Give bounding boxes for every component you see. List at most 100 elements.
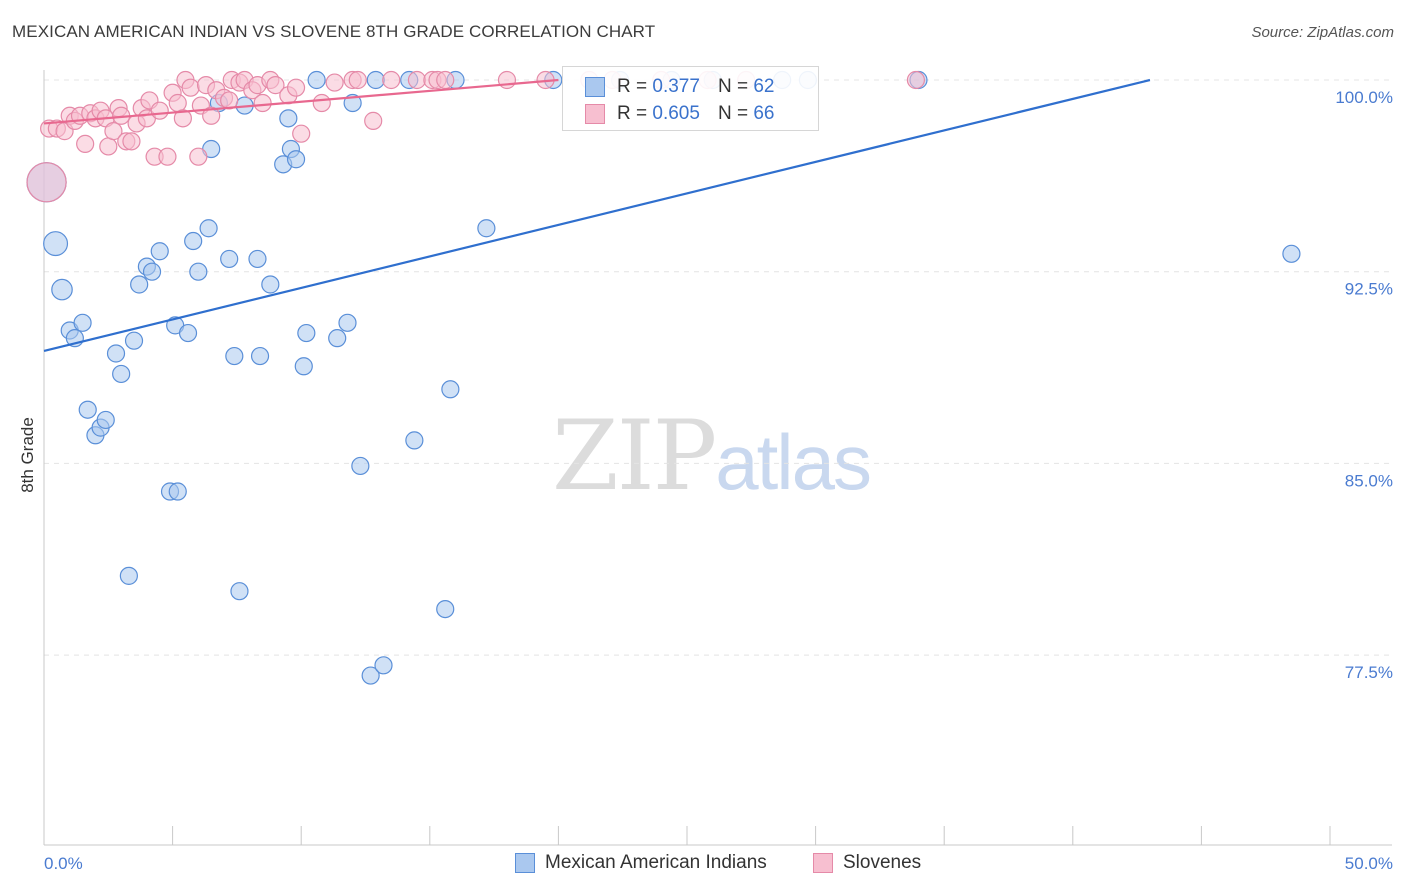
- data-point-slovenes: [158, 147, 177, 166]
- data-point-mexican-american-indians: [43, 231, 69, 257]
- data-point-slovenes: [266, 76, 285, 95]
- data-point-mexican-american-indians: [225, 346, 244, 366]
- y-tick-label: 100.0%: [1335, 88, 1393, 107]
- trend-line-slovenes: [43, 78, 559, 125]
- legend-item-mexican-american-indians: Mexican American Indians: [515, 852, 767, 874]
- legend-swatch-pink: [813, 853, 833, 873]
- data-point-mexican-american-indians: [73, 313, 92, 332]
- n-label: N =: [717, 76, 749, 97]
- data-point-mexican-american-indians: [294, 357, 313, 376]
- data-point-mexican-american-indians: [78, 400, 97, 419]
- slovenes-points: [26, 70, 926, 203]
- data-point-mexican-american-indians: [361, 666, 380, 685]
- data-point-slovenes: [436, 70, 455, 90]
- data-point-mexican-american-indians: [307, 70, 326, 90]
- data-point-mexican-american-indians: [366, 70, 385, 90]
- data-point-mexican-american-indians: [150, 242, 169, 261]
- data-point-mexican-american-indians: [142, 262, 162, 281]
- data-point-mexican-american-indians: [124, 331, 144, 350]
- mexican-american-indians-points: [26, 70, 1301, 685]
- data-point-mexican-american-indians: [189, 262, 208, 281]
- data-point-mexican-american-indians: [1282, 244, 1301, 263]
- data-point-mexican-american-indians: [130, 275, 149, 294]
- data-point-mexican-american-indians: [248, 249, 267, 269]
- data-point-mexican-american-indians: [250, 346, 270, 366]
- legend-label: Slovenes: [843, 852, 922, 873]
- data-point-mexican-american-indians: [328, 329, 347, 348]
- data-point-mexican-american-indians: [199, 219, 218, 238]
- data-point-slovenes: [407, 70, 427, 90]
- r-value: 0.605: [652, 103, 700, 124]
- data-point-slovenes: [348, 70, 367, 90]
- data-point-mexican-american-indians: [286, 150, 306, 169]
- data-point-slovenes: [220, 91, 239, 110]
- data-point-mexican-american-indians: [477, 219, 496, 238]
- data-point-slovenes: [906, 70, 926, 90]
- legend-swatch-blue: [585, 77, 605, 97]
- data-point-slovenes: [99, 137, 118, 156]
- data-point-slovenes: [292, 124, 311, 143]
- data-point-mexican-american-indians: [106, 344, 126, 363]
- data-point-slovenes: [173, 109, 192, 128]
- data-point-mexican-american-indians: [168, 482, 187, 501]
- trend-line-mexican-american-indians: [43, 78, 1151, 353]
- data-point-slovenes: [104, 122, 123, 141]
- data-point-slovenes: [189, 147, 208, 166]
- data-point-mexican-american-indians: [51, 278, 73, 301]
- r-label: R =: [617, 76, 648, 97]
- data-point-slovenes: [253, 93, 272, 113]
- data-point-mexican-american-indians: [112, 364, 131, 384]
- x-tick-label: 50.0%: [1345, 854, 1393, 873]
- data-point-slovenes: [202, 106, 221, 125]
- correlation-legend: R = 0.377 N = 62 R = 0.605 N = 66: [562, 66, 819, 131]
- data-point-mexican-american-indians: [119, 566, 138, 585]
- grid-lines: [44, 79, 1392, 656]
- source-note: Source: ZipAtlas.com: [1251, 24, 1394, 41]
- y-tick-label: 85.0%: [1345, 471, 1393, 490]
- data-point-mexican-american-indians: [405, 431, 424, 450]
- data-point-mexican-american-indians: [178, 323, 198, 343]
- data-point-mexican-american-indians: [220, 249, 239, 269]
- watermark: ZIPatlas: [552, 400, 872, 512]
- trend-lines: [43, 78, 1151, 353]
- data-point-mexican-american-indians: [96, 410, 115, 430]
- legend-swatch-blue: [515, 853, 535, 873]
- data-point-slovenes: [168, 93, 187, 113]
- data-point-slovenes: [382, 70, 401, 90]
- data-point-mexican-american-indians: [351, 456, 370, 476]
- y-tick-label: 92.5%: [1345, 280, 1393, 299]
- data-point-slovenes: [181, 78, 200, 97]
- data-point-slovenes: [312, 93, 331, 113]
- chart-title: MEXICAN AMERICAN INDIAN VS SLOVENE 8TH G…: [12, 22, 656, 41]
- r-label: R =: [617, 103, 648, 124]
- y-tick-label: 77.5%: [1345, 663, 1393, 682]
- data-point-slovenes: [76, 134, 95, 153]
- data-point-slovenes: [364, 111, 383, 130]
- data-point-slovenes: [325, 73, 344, 92]
- data-point-mexican-american-indians: [436, 599, 455, 619]
- data-point-mexican-american-indians: [261, 275, 280, 294]
- data-point-mexican-american-indians: [230, 582, 249, 601]
- data-point-mexican-american-indians: [297, 323, 316, 343]
- y-axis-label: 8th Grade: [18, 417, 37, 493]
- series-legend: Mexican American Indians Slovenes: [0, 852, 1406, 878]
- data-point-mexican-american-indians: [338, 313, 357, 332]
- data-point-mexican-american-indians: [184, 231, 203, 251]
- watermark-zip: ZIP: [552, 400, 717, 512]
- data-point-mexican-american-indians: [374, 656, 393, 675]
- watermark-atlas: atlas: [715, 418, 872, 506]
- tick-labels: 100.0% 92.5% 85.0% 77.5% 0.0% 50.0%: [44, 88, 1393, 873]
- legend-item-slovenes: Slovenes: [813, 852, 921, 874]
- data-point-mexican-american-indians: [279, 109, 298, 128]
- data-point-mexican-american-indians: [441, 380, 460, 399]
- n-value: 62: [753, 76, 775, 97]
- data-point-slovenes: [26, 162, 67, 203]
- data-point-slovenes: [286, 78, 306, 97]
- legend-row-slovenes: R = 0.605 N = 66: [585, 102, 774, 126]
- r-value: 0.377: [652, 76, 700, 97]
- legend-swatch-pink: [585, 104, 605, 124]
- n-value: 66: [753, 103, 775, 124]
- legend-label: Mexican American Indians: [545, 852, 767, 873]
- data-point-slovenes: [122, 132, 141, 151]
